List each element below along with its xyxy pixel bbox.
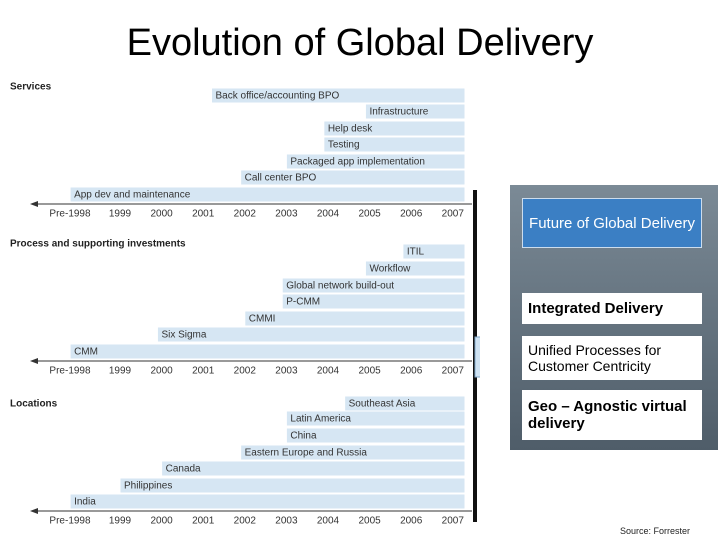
bar-label: Southeast Asia <box>349 399 416 410</box>
axis-label: 1999 <box>109 516 132 527</box>
timeline: Services Back office/accounting BPO Infras… <box>10 81 480 527</box>
bar-label: Packaged app implementation <box>290 157 425 168</box>
axis-label: 2002 <box>234 516 257 527</box>
bar-label: Testing <box>328 140 360 151</box>
timeline-bar <box>69 493 466 510</box>
bar-label: CMM <box>74 347 98 358</box>
source: Source: Forrester <box>619 526 690 536</box>
axis-label: 2001 <box>192 366 215 377</box>
arrow <box>474 336 480 378</box>
axis-label: 2005 <box>358 209 381 220</box>
timeline-bar <box>323 120 466 137</box>
timeline-bar <box>281 277 466 294</box>
axis-arrow <box>30 508 38 514</box>
axis-label: 2006 <box>400 209 423 220</box>
bar-label: P-CMM <box>286 297 320 308</box>
axis-label: 2000 <box>150 366 173 377</box>
bar-label: Philippines <box>124 481 172 492</box>
timeline-bar <box>69 343 466 360</box>
bar-label: Help desk <box>328 124 373 135</box>
bar-label: Back office/accounting BPO <box>216 91 340 102</box>
axis-label: 2006 <box>400 516 423 527</box>
bar-label: App dev and maintenance <box>74 190 191 201</box>
axis-label: 2007 <box>442 516 465 527</box>
panel-heading: Future of Global Delivery <box>522 198 702 248</box>
timeline-bar <box>211 87 466 104</box>
bar-label: Eastern Europe and Russia <box>245 448 368 459</box>
timeline-bar <box>119 477 466 494</box>
bar-label: Canada <box>166 464 201 475</box>
timeline-bar <box>285 153 466 170</box>
timeline-bar <box>244 310 466 327</box>
axis-label: Pre-1998 <box>49 516 91 527</box>
axis-label: 2005 <box>358 516 381 527</box>
bar-label: ITIL <box>407 247 425 258</box>
axis-label: 2000 <box>150 209 173 220</box>
axis-label: 2007 <box>442 366 465 377</box>
axis-label: 2002 <box>234 366 257 377</box>
axis-label: 2001 <box>192 516 215 527</box>
bar-label: Global network build-out <box>286 281 394 292</box>
timeline-bar <box>240 169 466 186</box>
axis-label: 1999 <box>109 366 132 377</box>
axis-label: 1999 <box>109 209 132 220</box>
axis-label: 2004 <box>317 516 340 527</box>
timeline-bar <box>285 410 466 427</box>
bar-label: Six Sigma <box>161 330 206 341</box>
timeline-bar <box>161 460 466 477</box>
axis-label: 2005 <box>358 366 381 377</box>
axis-label: 2004 <box>317 209 340 220</box>
axis-label: 2000 <box>150 516 173 527</box>
section-heading: Locations <box>10 399 58 410</box>
axis-label: 2003 <box>275 209 298 220</box>
axis-arrow <box>30 358 38 364</box>
bar-label: Call center BPO <box>245 173 317 184</box>
timeline-bar <box>156 326 466 343</box>
bar-label: Workflow <box>369 264 411 275</box>
axis-label: 2001 <box>192 209 215 220</box>
timeline-bar <box>402 243 466 260</box>
panel-item: Integrated Delivery <box>522 293 702 324</box>
axis-label: Pre-1998 <box>49 366 91 377</box>
timeline-bar <box>323 136 466 153</box>
axis-label: 2004 <box>317 366 340 377</box>
axis-label: Pre-1998 <box>49 209 91 220</box>
bar-label: India <box>74 497 96 508</box>
timeline-bar <box>285 427 466 444</box>
timeline-bar <box>69 186 466 203</box>
timeline-bar <box>364 103 466 120</box>
axis-arrow <box>30 201 38 207</box>
bar-label: China <box>290 431 317 442</box>
panel-item: Geo – Agnostic virtual delivery <box>522 390 702 440</box>
axis-label: 2006 <box>400 366 423 377</box>
timeline-bar <box>240 444 466 461</box>
timeline-bar <box>364 260 466 277</box>
section-heading: Process and supporting investments <box>10 239 186 250</box>
panel-item: Unified Processes for Customer Centricit… <box>522 336 702 380</box>
bar-label: CMMI <box>249 314 276 325</box>
axis-label: 2003 <box>275 516 298 527</box>
bar-label: Infrastructure <box>369 107 428 118</box>
bar-label: Latin America <box>290 414 351 425</box>
section-heading: Services <box>10 82 52 93</box>
axis-label: 2002 <box>234 209 257 220</box>
timeline-bar <box>281 293 466 310</box>
axis-label: 2003 <box>275 366 298 377</box>
axis-label: 2007 <box>442 209 465 220</box>
